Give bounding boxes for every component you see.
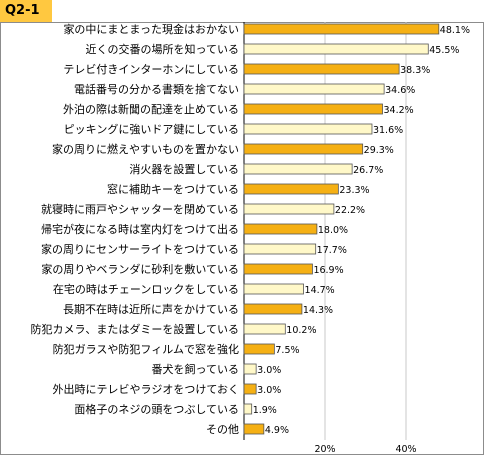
value-label: 4.9% [265, 425, 289, 436]
category-label: ピッキングに強いドア鍵にしている [64, 122, 239, 136]
bar [243, 403, 253, 415]
value-label: 48.1% [440, 25, 470, 36]
tick-label: 40% [395, 444, 416, 455]
bar [243, 423, 265, 435]
category-label: 家の周りに燃えやすいものを置かない [52, 142, 239, 156]
axis-ticks: 20% 40% [314, 444, 416, 455]
bars [243, 23, 440, 435]
value-label: 22.2% [335, 205, 365, 216]
value-label: 3.0% [257, 385, 281, 396]
bar [243, 103, 383, 115]
category-label: テレビ付きインターホンにしている [63, 63, 239, 76]
bar [243, 203, 335, 215]
category-label: 消火器を設置している [129, 162, 239, 176]
category-label: 外出時にテレビやラジオをつけておく [53, 382, 239, 396]
bar [243, 223, 318, 235]
bar [243, 43, 429, 55]
value-label: 34.2% [384, 105, 414, 116]
value-label: 31.6% [373, 125, 403, 136]
bar [243, 63, 400, 75]
category-label: 防犯カメラ、またはダミーを設置している [31, 322, 239, 336]
category-label: 帰宅が夜になる時は室内灯をつけて出る [41, 222, 239, 236]
category-label: 家の周りにセンサーライトをつけている [41, 242, 239, 256]
value-label: 38.3% [400, 65, 430, 76]
bar [243, 323, 286, 335]
category-label: 在宅の時はチェーンロックをしている [53, 282, 239, 296]
value-label: 1.9% [253, 405, 277, 416]
category-label: 窓に補助キーをつけている [107, 182, 239, 196]
value-label: 17.7% [317, 245, 347, 256]
category-label: 防犯ガラスや防犯フィルムで窓を強化 [53, 342, 239, 356]
bar [243, 143, 364, 155]
bar [243, 303, 303, 315]
value-label: 45.5% [429, 45, 459, 56]
bar [243, 23, 440, 35]
category-label: 番犬を飼っている [152, 362, 239, 376]
value-label: 23.3% [339, 185, 369, 196]
chart-frame [0, 22, 484, 455]
category-label: 家の周りやベランダに砂利を敷いている [41, 262, 239, 276]
value-label: 14.7% [305, 285, 335, 296]
bar [243, 363, 257, 375]
category-label: 就寝時に雨戸やシャッターを閉めている [41, 202, 239, 216]
value-label: 16.9% [313, 265, 343, 276]
category-labels: 家の中にまとまった現金はおかない近くの交番の場所を知っているテレビ付きインターホ… [31, 22, 239, 436]
category-label: 面格子のネジの頭をつぶしている [74, 402, 239, 416]
bar [243, 283, 304, 295]
bar [243, 263, 313, 275]
value-label: 18.0% [318, 225, 348, 236]
bar [243, 383, 257, 395]
question-badge: Q2-1 [0, 0, 52, 22]
bar [243, 123, 373, 135]
bar [243, 183, 339, 195]
value-label: 10.2% [286, 325, 316, 336]
bar [243, 343, 275, 355]
category-label: 電話番号の分かる書類を捨てない [74, 82, 239, 96]
value-label: 3.0% [257, 365, 281, 376]
tick-label: 20% [314, 444, 335, 455]
value-label: 26.7% [353, 165, 383, 176]
category-label: その他 [206, 423, 239, 436]
value-label: 29.3% [364, 145, 394, 156]
category-label: 家の中にまとまった現金はおかない [63, 22, 239, 36]
bar [243, 243, 317, 255]
bar [243, 163, 353, 175]
value-label: 7.5% [275, 345, 299, 356]
value-labels: 48.1% 45.5% 38.3% 34.6% 34.2% 31.6% 29.3% 26.7%… [253, 25, 470, 436]
value-label: 14.3% [303, 305, 333, 316]
category-label: 外泊の際は新聞の配達を止めている [63, 102, 239, 116]
category-label: 近くの交番の場所を知っている [86, 42, 239, 56]
category-label: 長期不在時は近所に声をかけている [63, 302, 239, 316]
value-label: 34.6% [385, 85, 415, 96]
bar [243, 83, 385, 95]
